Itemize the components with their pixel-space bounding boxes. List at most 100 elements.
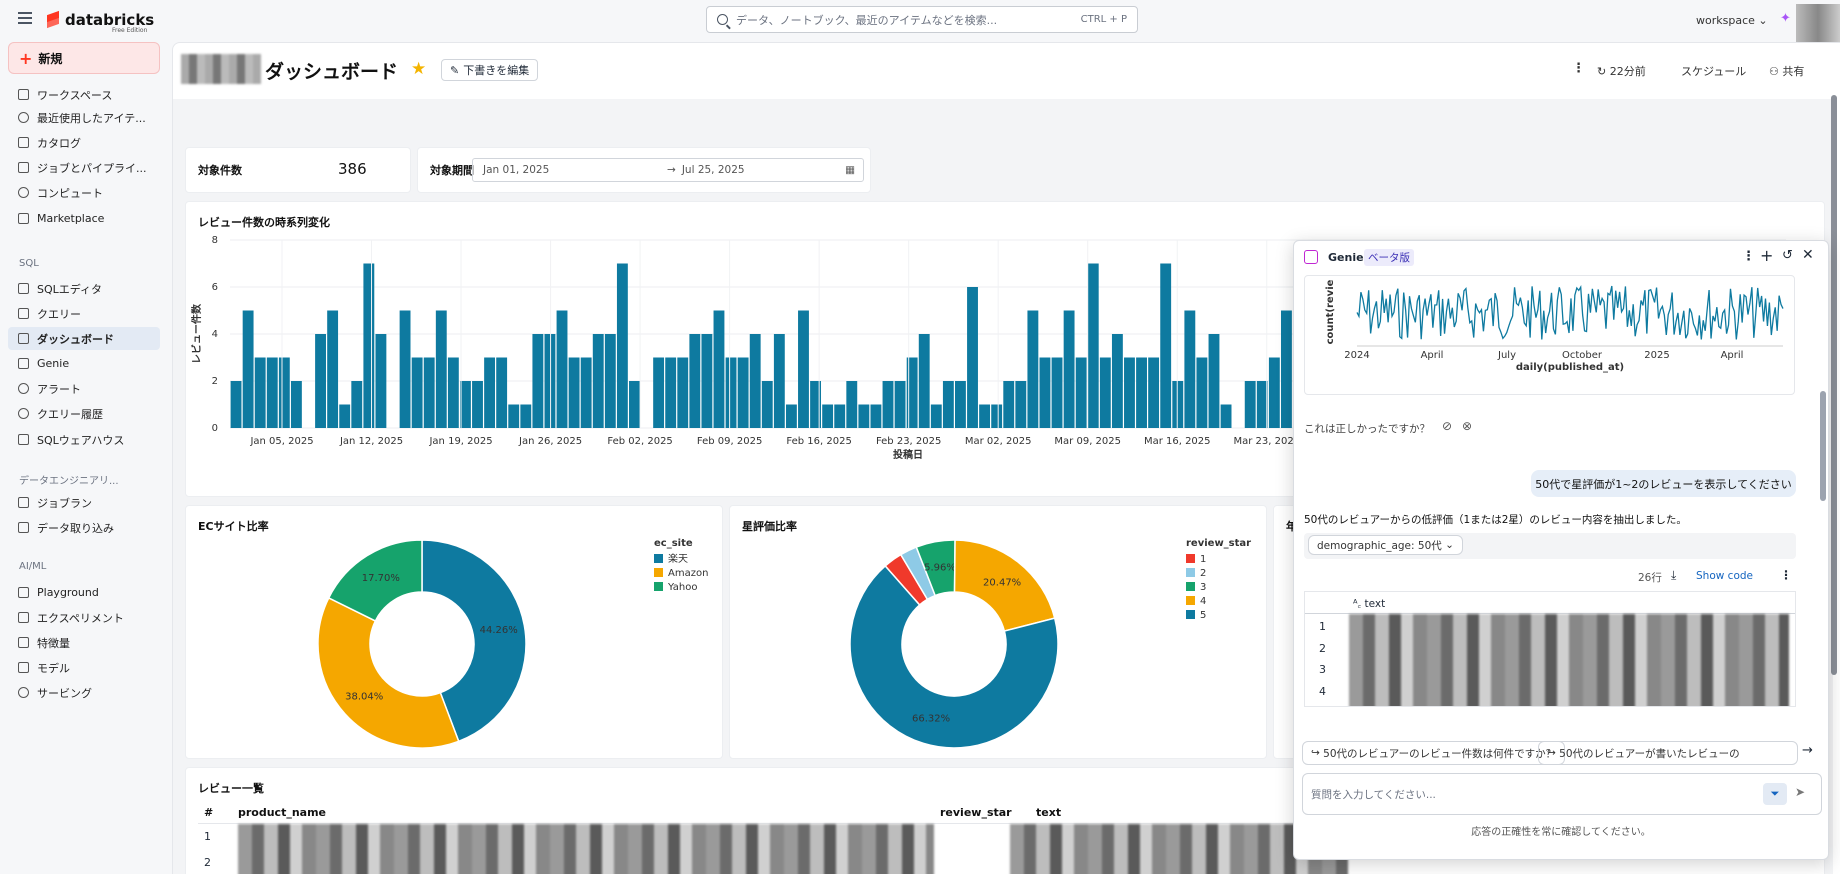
sidebar-item-marketplace[interactable]: Marketplace (8, 207, 160, 230)
text-col-header[interactable]: ᴬ꜀ text (1353, 598, 1386, 610)
sidebar-item-label: データ取り込み (37, 521, 114, 535)
workspace-switcher[interactable]: workspace ⌄ (1696, 14, 1768, 27)
show-code-link[interactable]: Show code (1696, 570, 1753, 582)
bar (556, 310, 568, 428)
download-icon[interactable]: ⤓ (1671, 568, 1677, 582)
store-icon (18, 213, 29, 224)
sidebar-item-label: アラート (37, 382, 81, 396)
col-header-index[interactable]: # (204, 806, 214, 819)
sidebar-item-label: ジョブとパイプライ... (37, 161, 147, 175)
sidebar-item-recents[interactable]: 最近使用したアイテ... (8, 106, 160, 129)
page-title: ダッシュボード (265, 61, 399, 83)
genie-scrollbar[interactable] (1820, 391, 1826, 501)
share-button[interactable]: ⚇ 共有 (1769, 63, 1804, 79)
sidebar-item-sql-editor[interactable]: SQLエディタ (8, 277, 160, 300)
y-tick-label: 2 (212, 376, 218, 387)
thumbs-up-check-icon[interactable]: ⊘ (1442, 419, 1453, 433)
legend-swatch (1186, 610, 1195, 619)
sidebar-item-genie[interactable]: Genie (8, 352, 160, 375)
sidebar-item-workspace[interactable]: ワークスペース (8, 83, 160, 106)
bar (592, 334, 604, 428)
sidebar-item-job-runs[interactable]: ジョブラン (8, 491, 160, 514)
legend-label: Yahoo (667, 582, 697, 593)
x-tick-label: Jan 12, 2025 (339, 436, 403, 447)
bar (822, 404, 834, 428)
y-tick-label: 4 (212, 329, 218, 340)
refresh-button[interactable]: ↻ 22分前 (1597, 63, 1646, 79)
sidebar-item-experiments[interactable]: エクスペリメント (8, 606, 160, 629)
global-search[interactable]: データ、ノートブック、最近のアイテムなどを検索... CTRL + P (706, 6, 1138, 33)
bar (1220, 404, 1232, 428)
share-label: 共有 (1782, 65, 1805, 78)
bar (1268, 357, 1280, 428)
sidebar-item-query-history[interactable]: クエリー履歴 (8, 402, 160, 425)
legend-swatch (654, 554, 663, 563)
clock-icon (18, 112, 29, 123)
sidebar-item-label: エクスペリメント (37, 611, 124, 625)
sidebar-item-data-ingestion[interactable]: データ取り込み (8, 516, 160, 539)
send-icon[interactable]: ➤ (1795, 785, 1806, 799)
sidebar-item-queries[interactable]: クエリー (8, 302, 160, 325)
star-donut-chart: 5.96% 20.47% 66.32% review_star 1 2 3 4 5 (849, 538, 1251, 749)
sidebar-item-models[interactable]: モデル (8, 656, 160, 679)
sidebar-item-alerts[interactable]: アラート (8, 377, 160, 400)
result-more-icon[interactable]: ⋮ (1780, 568, 1792, 582)
bar (568, 357, 580, 428)
new-chat-plus-icon[interactable]: + (1760, 246, 1774, 265)
main-content: ダッシュボード ★ ✎ 下書きを編集 ⋮ ↻ 22分前 スケジュール ⚇ 共有 対… (172, 42, 1840, 874)
bar (725, 357, 737, 428)
x-tick-label: Mar 23, 2025 (1233, 436, 1300, 447)
series-line (1356, 285, 1784, 340)
dashboard-scrollbar[interactable] (1831, 95, 1837, 675)
sidebar-item-label: Genie (37, 357, 70, 370)
bar (1075, 357, 1087, 428)
bar (375, 334, 387, 428)
y-tick-label: 0 (212, 423, 218, 434)
genie-icon (1304, 250, 1318, 264)
suggestion-chip-1[interactable]: ↪ 50代のレビュアーのレビュー件数は何件ですか？ (1302, 741, 1566, 765)
bar (955, 381, 966, 428)
schedule-button[interactable]: スケジュール (1681, 65, 1747, 78)
bar (1015, 381, 1027, 428)
filter-icon[interactable]: ⏷ (1763, 783, 1787, 805)
sidebar-item-features[interactable]: 特徴量 (8, 631, 160, 654)
filter-chip-age[interactable]: demographic_age: 50代 ⌄ (1308, 535, 1463, 555)
sidebar-item-playground[interactable]: Playground (8, 581, 160, 604)
bar (230, 381, 242, 428)
close-icon[interactable]: ✕ (1802, 247, 1814, 263)
sidebar-item-serving[interactable]: サービング (8, 681, 160, 704)
sidebar-item-label: ジョブラン (37, 496, 92, 510)
col-header-product-name[interactable]: product_name (238, 806, 327, 819)
col-header-text[interactable]: text (1036, 806, 1062, 819)
date-range-picker[interactable]: Jan 01, 2025 → Jul 25, 2025 ▦ (472, 158, 864, 182)
bar (942, 381, 954, 428)
assistant-sparkle-icon[interactable]: ✦ (1780, 11, 1791, 26)
suggestions-next-icon[interactable]: → (1802, 743, 1813, 758)
x-tick-label: October (1562, 350, 1603, 361)
edit-draft-button[interactable]: ✎ 下書きを編集 (441, 59, 539, 81)
sidebar-item-label: モデル (37, 661, 70, 675)
x-tick-label: Jan 19, 2025 (428, 436, 492, 447)
more-options-icon[interactable]: ⋮ (1572, 61, 1585, 76)
col-header-review-star[interactable]: review_star (940, 806, 1012, 819)
new-button[interactable]: + 新規 (8, 42, 160, 74)
thumbs-down-x-icon[interactable]: ⊗ (1462, 419, 1473, 433)
suggestion-chip-2[interactable]: ↪ 50代のレビュアーが書いたレビューの (1538, 741, 1798, 765)
menu-icon[interactable] (18, 12, 32, 24)
bar (798, 310, 809, 428)
question-input[interactable]: 質問を入力してください... ⏷ ➤ (1302, 773, 1822, 815)
genie-more-icon[interactable]: ⋮ (1742, 249, 1755, 264)
sidebar-item-dashboards[interactable]: ダッシュボード (8, 327, 160, 350)
sidebar-item-compute[interactable]: コンピュート (8, 181, 160, 204)
genie-line-chart-card: 2024 April July October 2025 April daily(publi… (1304, 275, 1795, 395)
history-icon[interactable]: ↺ (1782, 248, 1793, 263)
sidebar-item-sql-warehouses[interactable]: SQLウェアハウス (8, 428, 160, 451)
genie-line-chart: 2024 April July October 2025 April daily(publi… (1325, 279, 1784, 373)
sidebar-item-catalog[interactable]: カタログ (8, 131, 160, 154)
sidebar-item-jobs[interactable]: ジョブとパイプライ... (8, 156, 160, 179)
timeseries-chart-title: レビュー件数の時系列変化 (198, 216, 330, 229)
bar (653, 357, 665, 428)
favorite-star-icon[interactable]: ★ (411, 59, 427, 79)
calendar-icon[interactable]: ▦ (845, 164, 855, 176)
databricks-logo[interactable]: databricks (46, 11, 154, 29)
